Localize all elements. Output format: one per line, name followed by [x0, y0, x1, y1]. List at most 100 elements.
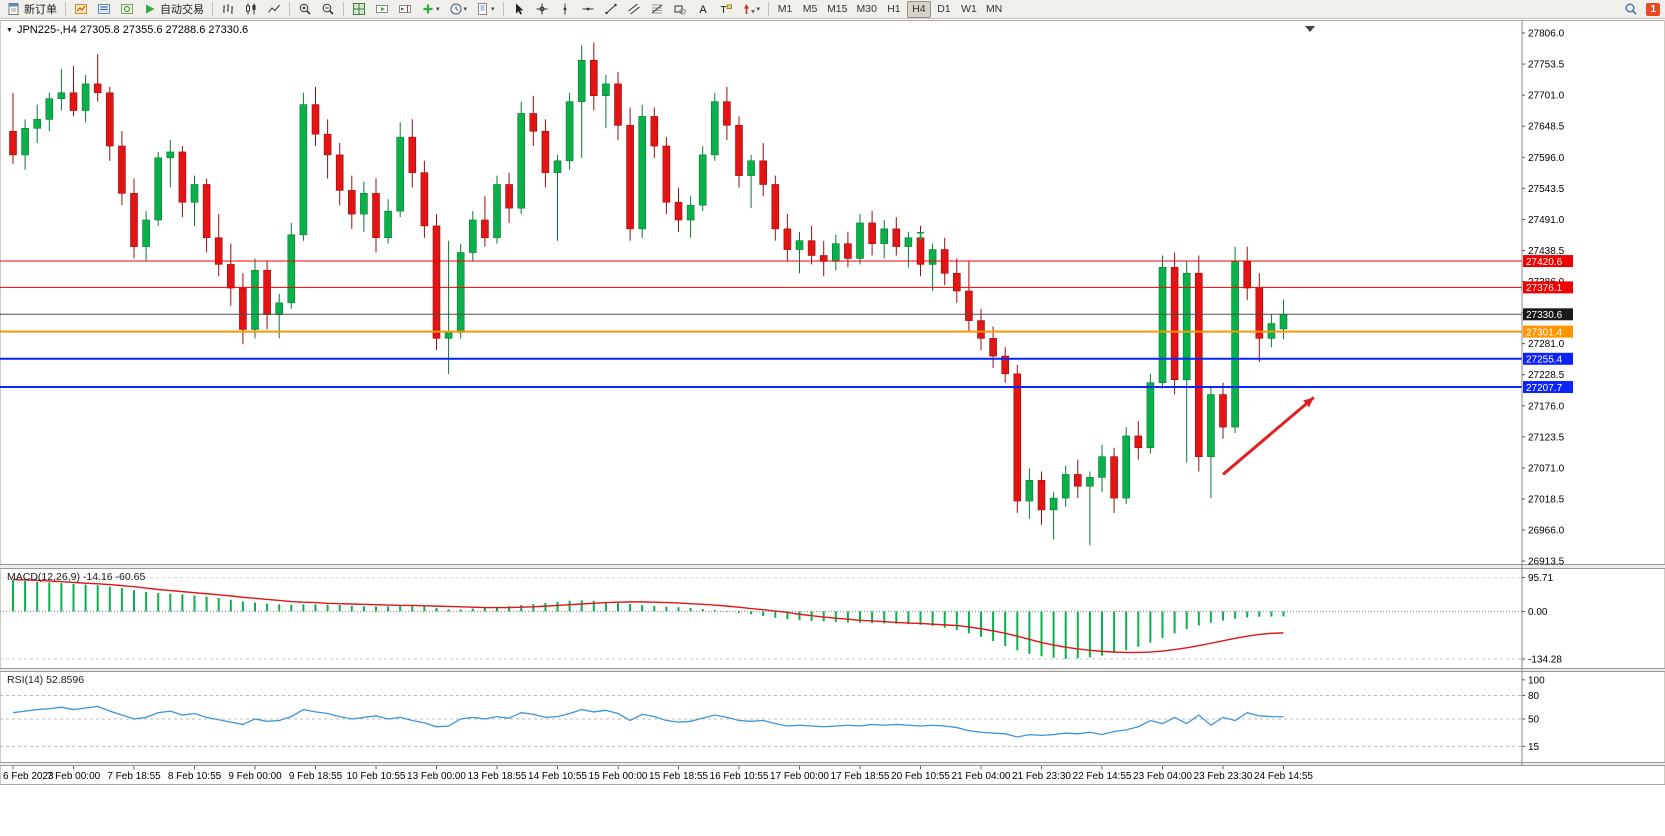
svg-text:9 Feb 18:55: 9 Feb 18:55 — [289, 771, 343, 782]
fibonacci-icon — [651, 4, 662, 14]
new-order-button[interactable]: 新订单 — [3, 1, 61, 18]
svg-text:27438.5: 27438.5 — [1528, 246, 1565, 257]
templates-button[interactable]: ▾ — [472, 1, 499, 18]
svg-text:26913.5: 26913.5 — [1528, 557, 1565, 568]
market-watch-button[interactable] — [93, 1, 115, 18]
trend-arrow-head — [1303, 397, 1314, 408]
timeframe-m5-button[interactable]: M5 — [798, 1, 822, 18]
price-tag: 27301.4 — [1523, 325, 1573, 338]
chart-title: ▼ JPN225-,H4 27305.8 27355.6 27288.6 273… — [6, 24, 248, 36]
chart-shift-button[interactable] — [394, 1, 416, 18]
macd-histogram — [12, 580, 1285, 659]
search-button[interactable] — [1620, 1, 1642, 18]
search-icon — [1624, 2, 1638, 16]
chart-window: T 27806.0 27753.5 27701.0 27648.5 27596.0 2754… — [0, 20, 1665, 836]
rsi-pane[interactable] — [0, 694, 1522, 747]
toolbar-separator — [343, 2, 344, 16]
crosshair-button[interactable] — [531, 1, 553, 18]
svg-text:27207.7: 27207.7 — [1526, 383, 1563, 394]
timeframe-h4-button[interactable]: H4 — [906, 0, 931, 18]
auto-trading-label: 自动交易 — [160, 4, 204, 16]
toolbar-separator — [65, 2, 66, 16]
horizontal-line-button[interactable] — [577, 1, 599, 18]
shapes-button[interactable] — [669, 1, 691, 18]
svg-text:17 Feb 00:00: 17 Feb 00:00 — [770, 771, 829, 782]
timeframe-d1-button[interactable]: D1 — [932, 1, 956, 18]
price-tag: 27330.6 — [1523, 308, 1573, 321]
collapse-triangle-icon[interactable]: ▼ — [6, 26, 13, 34]
svg-text:23 Feb 04:00: 23 Feb 04:00 — [1133, 771, 1192, 782]
text-button[interactable]: A — [692, 1, 714, 18]
bar-chart-icon — [223, 4, 233, 14]
candlestick-chart-button[interactable] — [240, 1, 262, 18]
charts-icon — [75, 4, 87, 14]
chart-shift-marker-icon[interactable] — [1305, 26, 1315, 32]
pane-splitter[interactable] — [0, 762, 1665, 766]
zoom-out-button[interactable] — [317, 1, 339, 18]
svg-text:27491.0: 27491.0 — [1528, 215, 1565, 226]
svg-text:21 Feb 04:00: 21 Feb 04:00 — [952, 771, 1011, 782]
notification-badge[interactable]: 1 — [1646, 2, 1660, 16]
timeframe-mn-button[interactable]: MN — [982, 1, 1006, 18]
svg-text:26966.0: 26966.0 — [1528, 526, 1565, 537]
svg-text:6 Feb 2023: 6 Feb 2023 — [3, 771, 54, 782]
vertical-line-button[interactable] — [554, 1, 576, 18]
timeframe-w1-button[interactable]: W1 — [957, 1, 981, 18]
navigator-button[interactable] — [116, 1, 138, 18]
add-indicator-button[interactable]: ▾ — [417, 1, 444, 18]
periods-button[interactable]: ▾ — [445, 1, 472, 18]
svg-text:27281.0: 27281.0 — [1528, 339, 1565, 350]
text-annotation[interactable]: T — [917, 230, 925, 244]
new-order-icon — [7, 2, 21, 16]
svg-text:15 Feb 18:55: 15 Feb 18:55 — [649, 771, 708, 782]
timeframe-h1-button[interactable]: H1 — [882, 1, 906, 18]
macd-pane[interactable] — [0, 577, 1522, 660]
zoom-out-icon — [322, 3, 334, 15]
line-chart-button[interactable] — [263, 1, 285, 18]
svg-text:20 Feb 10:55: 20 Feb 10:55 — [891, 771, 950, 782]
arrows-button[interactable]: ▾ — [738, 1, 765, 18]
svg-text:27543.5: 27543.5 — [1528, 184, 1565, 195]
timeframe-m30-button[interactable]: M30 — [853, 1, 881, 18]
search-icon — [1625, 3, 1638, 15]
auto-scroll-button[interactable] — [371, 1, 393, 18]
pane-splitter[interactable] — [0, 668, 1665, 672]
shapes-icon — [674, 5, 686, 15]
svg-text:27420.6: 27420.6 — [1526, 257, 1563, 268]
svg-text:27071.0: 27071.0 — [1528, 463, 1565, 474]
templates-icon — [478, 3, 488, 15]
cursor-button[interactable] — [508, 1, 530, 18]
bar-chart-button[interactable] — [217, 1, 239, 18]
text-label-button[interactable]: T — [715, 1, 737, 18]
vertical-line-icon — [563, 3, 566, 15]
toolbar-separator — [502, 2, 504, 16]
macd-label-text: MACD(12,26,9) -14.16 -60.65 — [7, 571, 146, 583]
horizontal-lines[interactable] — [0, 260, 1522, 389]
dropdown-caret-icon: ▾ — [756, 6, 761, 13]
auto-trading-button[interactable]: 自动交易 — [139, 1, 208, 18]
candlestick-chart-icon — [246, 3, 256, 15]
svg-text:27701.0: 27701.0 — [1528, 91, 1565, 102]
fibonacci-button[interactable] — [646, 1, 668, 18]
svg-text:23 Feb 23:30: 23 Feb 23:30 — [1194, 771, 1253, 782]
svg-text:13 Feb 18:55: 13 Feb 18:55 — [468, 771, 527, 782]
zoom-in-button[interactable] — [294, 1, 316, 18]
auto-scroll-icon — [376, 5, 388, 13]
trendline-button[interactable] — [600, 1, 622, 18]
charts-button[interactable] — [70, 1, 92, 18]
timeframe-m15-button[interactable]: M15 — [823, 1, 851, 18]
annotations[interactable]: T — [917, 26, 1315, 476]
trend-arrow[interactable] — [1222, 396, 1315, 476]
timeframe-m1-button[interactable]: M1 — [773, 1, 797, 18]
chart-canvas[interactable]: T 27806.0 27753.5 27701.0 27648.5 27596.0 2754… — [0, 20, 1665, 836]
pane-splitter[interactable] — [0, 564, 1665, 569]
tile-windows-button[interactable] — [348, 1, 370, 18]
macd-label: MACD(12,26,9) -14.16 -60.65 — [7, 571, 145, 583]
price-axis[interactable]: 27806.0 27753.5 27701.0 27648.5 27596.0 27543… — [1521, 20, 1573, 766]
auto-trading-icon — [146, 4, 155, 14]
svg-text:27176.0: 27176.0 — [1528, 401, 1565, 412]
toolbar-separator — [289, 2, 290, 16]
equidistant-channel-button[interactable] — [623, 1, 645, 18]
svg-text:9 Feb 00:00: 9 Feb 00:00 — [228, 771, 282, 782]
